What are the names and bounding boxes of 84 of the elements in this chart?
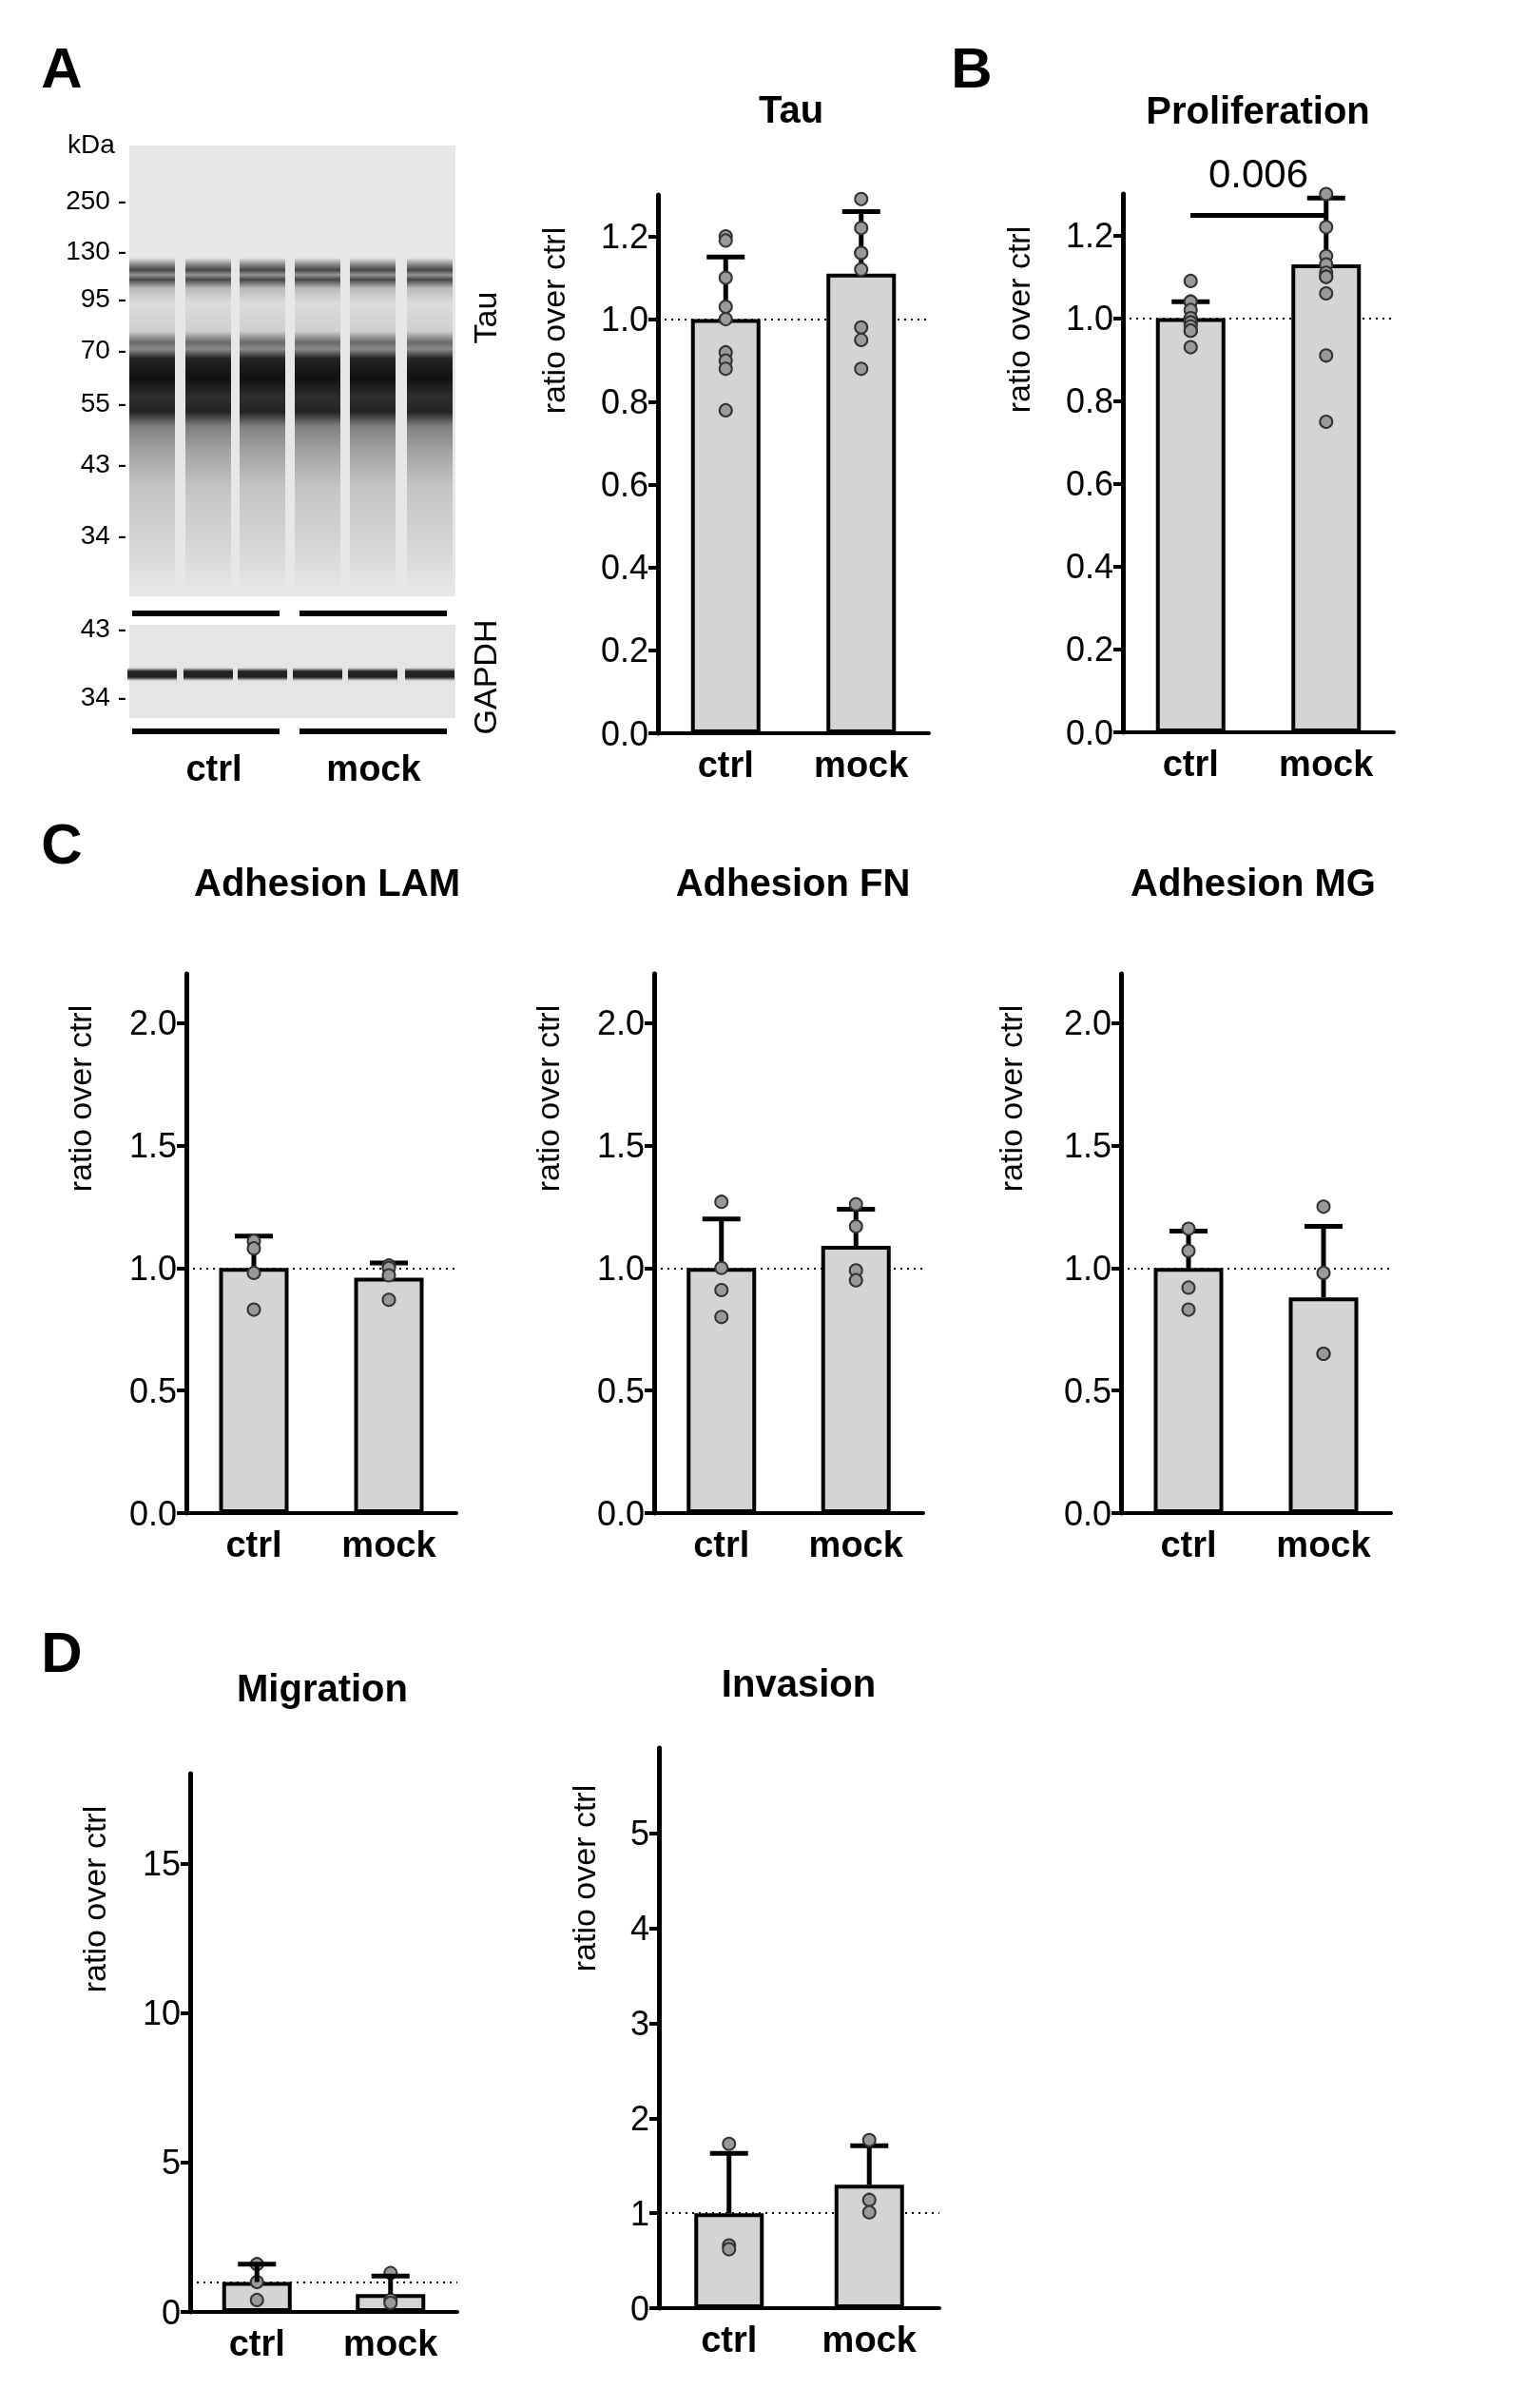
y-axis-title: ratio over ctrl <box>566 1784 602 1972</box>
chart-title: Migration <box>237 1667 408 1709</box>
y-tick-label: 1.0 <box>600 300 648 340</box>
text: 70 - <box>80 335 126 364</box>
y-tick-label: 2.0 <box>1063 1003 1111 1043</box>
y-tick-label: 4 <box>629 1909 649 1949</box>
x-tick-label: mock <box>1279 744 1375 784</box>
y-tick-label: 0.8 <box>1065 381 1113 421</box>
text: 34 - <box>80 682 126 711</box>
y-tick-label: 0.0 <box>600 713 648 753</box>
text: Tau <box>467 291 503 344</box>
x-tick-label: ctrl <box>693 1524 750 1564</box>
y-tick-label: 1.0 <box>1063 1248 1111 1288</box>
text: 130 - <box>66 236 126 265</box>
y-tick-label: 0.5 <box>596 1370 645 1410</box>
y-axis-title: ratio over ctrl <box>76 1805 112 1993</box>
chart-title: Adhesion LAM <box>194 862 460 903</box>
x-tick-label: mock <box>1276 1524 1372 1564</box>
chart-title: Tau <box>758 88 824 130</box>
y-axis-title: ratio over ctrl <box>1000 225 1036 414</box>
y-tick-label: 10 <box>142 1993 181 2033</box>
text: GAPDH <box>467 619 503 735</box>
text: 43 - <box>80 613 126 643</box>
text: 250 - <box>66 185 126 215</box>
y-tick-label: 0.5 <box>128 1370 177 1410</box>
y-tick-label: 0.4 <box>1065 547 1113 587</box>
x-tick-label: ctrl <box>1160 1524 1217 1564</box>
x-tick-label: ctrl <box>225 1524 282 1564</box>
y-tick-label: 5 <box>629 1814 649 1854</box>
x-tick-label: ctrl <box>697 745 754 785</box>
x-tick-label: ctrl <box>1162 744 1219 784</box>
y-tick-label: 0.0 <box>1063 1493 1111 1533</box>
y-tick-label: 0.2 <box>1065 630 1113 670</box>
y-tick-label: 0 <box>161 2292 181 2332</box>
x-tick-label: mock <box>821 2320 918 2359</box>
y-tick-label: 1.5 <box>596 1125 645 1165</box>
y-tick-label: 2 <box>629 2098 649 2138</box>
text: B <box>951 36 993 100</box>
y-tick-label: 0 <box>629 2288 649 2328</box>
text: kDa <box>68 129 115 159</box>
x-tick-label: mock <box>814 745 910 785</box>
y-tick-label: 1.5 <box>1063 1125 1111 1165</box>
y-tick-label: 2.0 <box>128 1003 177 1043</box>
text: 34 - <box>80 520 126 550</box>
annotation: 0.006 <box>1208 151 1309 196</box>
y-tick-label: 1.0 <box>1065 299 1113 339</box>
x-tick-label: mock <box>808 1524 904 1564</box>
text: 55 - <box>80 388 126 418</box>
text: D <box>41 1621 83 1684</box>
text: 43 - <box>80 449 126 478</box>
text: C <box>41 812 83 876</box>
chart-title: Adhesion FN <box>675 862 911 903</box>
x-tick-label: ctrl <box>228 2323 285 2363</box>
y-tick-label: 0.5 <box>1063 1370 1111 1410</box>
chart-title: Adhesion MG <box>1131 862 1376 903</box>
y-tick-label: 0.6 <box>1065 464 1113 504</box>
chart-title: Proliferation <box>1146 89 1370 131</box>
text: 95 - <box>80 283 126 313</box>
x-tick-label: ctrl <box>701 2320 758 2359</box>
y-axis-title: ratio over ctrl <box>993 1004 1029 1193</box>
y-tick-label: 1.5 <box>128 1125 177 1165</box>
y-tick-label: 0.4 <box>600 548 648 588</box>
x-tick-label: mock <box>341 1524 437 1564</box>
y-axis-title: ratio over ctrl <box>535 226 571 415</box>
y-axis-title: ratio over ctrl <box>62 1004 98 1193</box>
y-tick-label: 1.2 <box>600 217 648 257</box>
x-tick-label: mock <box>343 2323 439 2363</box>
y-tick-label: 5 <box>161 2143 181 2183</box>
y-tick-label: 1.0 <box>128 1248 177 1288</box>
y-tick-label: 1.2 <box>1065 216 1113 256</box>
y-tick-label: 0.8 <box>600 382 648 422</box>
y-tick-label: 2.0 <box>596 1003 645 1043</box>
y-tick-label: 3 <box>629 2004 649 2044</box>
y-tick-label: 0.0 <box>596 1493 645 1533</box>
y-tick-label: 15 <box>142 1843 181 1883</box>
y-tick-label: 0.6 <box>600 465 648 505</box>
y-tick-label: 0.0 <box>128 1493 177 1533</box>
y-tick-label: 0.2 <box>600 631 648 670</box>
y-tick-label: 0.0 <box>1065 712 1113 752</box>
text: A <box>41 36 83 100</box>
chart-title: Invasion <box>721 1662 877 1704</box>
y-axis-title: ratio over ctrl <box>530 1004 566 1193</box>
y-tick-label: 1 <box>629 2193 649 2233</box>
y-tick-label: 1.0 <box>596 1248 645 1288</box>
